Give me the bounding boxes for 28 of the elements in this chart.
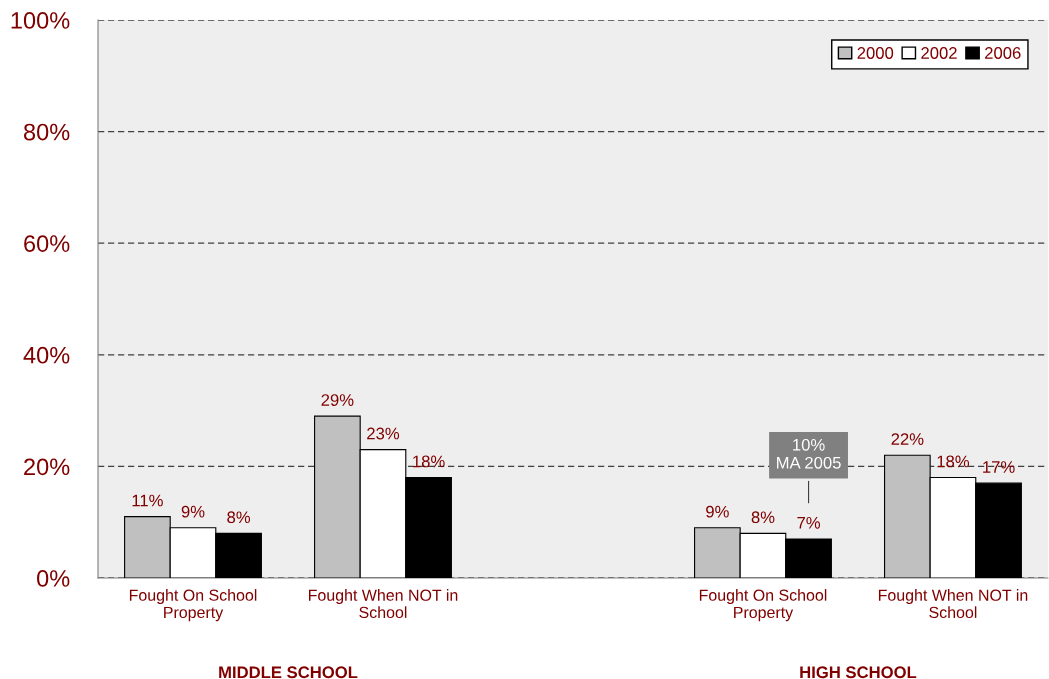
text: 29%: [321, 394, 354, 406]
text: 11%: [132, 494, 163, 507]
text: HIGH SCHOOL: [800, 666, 917, 679]
text: 8%: [751, 511, 775, 524]
text: 23%: [367, 427, 400, 440]
y-tick-label: 40%: [23, 346, 70, 364]
y-tick-label: 100%: [11, 12, 70, 29]
text: 9%: [706, 505, 729, 518]
x-tick-label: Fought On School Property: [129, 589, 257, 622]
text: MIDDLE SCHOOL: [219, 666, 358, 679]
text: 18%: [937, 455, 970, 468]
y-tick-label: 60%: [24, 235, 70, 252]
text: 7%: [797, 516, 821, 529]
annotation: 10% MA 2005: [777, 438, 841, 469]
y-tick-label: 20%: [24, 458, 70, 476]
x-tick-label: Fought On School Property: [699, 589, 827, 622]
y-tick-label: 80%: [23, 123, 70, 141]
legend-label: 2000: [857, 47, 894, 59]
text: 18%: [413, 455, 445, 468]
x-tick-label: Fought When NOT in School: [308, 589, 458, 619]
legend-label: 2002: [921, 47, 957, 59]
y-tick-label: 0%: [37, 570, 70, 587]
text: 9%: [181, 505, 205, 518]
legend-label: 2006: [985, 47, 1021, 59]
text: 17%: [983, 461, 1015, 473]
text: 22%: [891, 433, 924, 445]
x-tick-label: Fought When NOT in School: [878, 589, 1028, 619]
text: 8%: [227, 511, 251, 524]
